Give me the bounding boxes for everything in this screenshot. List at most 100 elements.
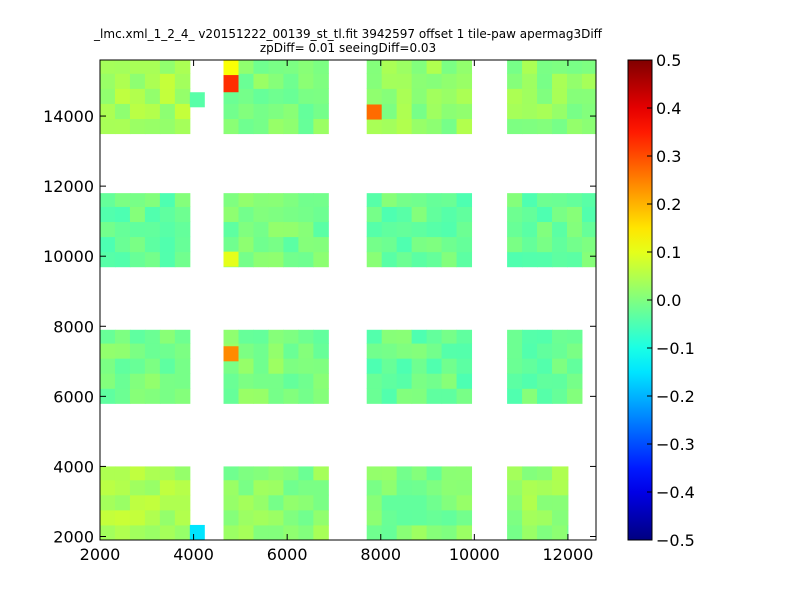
heatmap-cell: [283, 466, 299, 481]
heatmap-cell: [552, 221, 568, 238]
heatmap-cell: [522, 329, 538, 344]
heatmap-cell: [426, 88, 443, 104]
heatmap-cell: [552, 60, 568, 74]
heatmap-cell: [537, 358, 553, 374]
heatmap-cell: [522, 479, 538, 496]
heatmap-cell: [100, 466, 116, 481]
heatmap-cell: [552, 373, 568, 389]
heatmap-cell: [129, 193, 146, 207]
heatmap-cell: [396, 60, 413, 74]
colorbar-tick-label: −0.4: [656, 483, 695, 502]
y-tick-label: 6000: [53, 387, 94, 406]
heatmap-cell: [456, 118, 473, 135]
heatmap-cell: [441, 494, 458, 511]
heatmap-cell: [396, 236, 413, 253]
heatmap-cell: [223, 118, 240, 135]
heatmap-cell: [522, 103, 538, 120]
heatmap-cell: [566, 388, 583, 404]
heatmap-cell: [456, 343, 473, 359]
heatmap-cell: [366, 494, 383, 511]
heatmap-cell: [396, 73, 413, 89]
heatmap-cell: [552, 118, 568, 135]
heatmap-cell: [159, 358, 176, 374]
heatmap-cell: [100, 193, 116, 207]
heatmap-cell: [456, 329, 473, 344]
heatmap-cell: [456, 60, 473, 74]
heatmap-cell: [396, 524, 413, 541]
heatmap-cell: [537, 524, 553, 541]
chart-title: _lmc.xml_1_2_4_ v20151222_00139_st_tl.fi…: [93, 27, 603, 41]
heatmap-cell: [426, 236, 443, 253]
heatmap-cell: [313, 118, 329, 135]
heatmap-cell: [507, 358, 523, 374]
heatmap-cell: [522, 73, 538, 89]
heatmap-cell: [268, 221, 284, 238]
heatmap-cell: [456, 388, 473, 404]
heatmap-cell: [223, 466, 240, 481]
heatmap-cell: [174, 329, 191, 344]
heatmap-cell: [298, 329, 314, 344]
heatmap-cell: [174, 509, 191, 526]
heatmap-cell: [366, 479, 383, 496]
heatmap-cell: [114, 373, 131, 389]
heatmap-cell: [381, 221, 398, 238]
heatmap-cell: [426, 251, 443, 268]
plot-frame: [99, 59, 597, 541]
heatmap-cell: [100, 251, 116, 268]
heatmap-cell: [441, 88, 458, 104]
heatmap-cell: [441, 524, 458, 541]
heatmap-cell: [566, 251, 583, 268]
heatmap-cell: [253, 193, 269, 207]
heatmap-cell: [144, 118, 161, 135]
heatmap-cell: [100, 343, 116, 359]
heatmap-cell: [456, 479, 473, 496]
heatmap-cell: [268, 73, 284, 89]
heatmap-cell: [537, 118, 553, 135]
heatmap-cell: [581, 73, 597, 89]
heatmap-cell: [174, 60, 191, 74]
heatmap-cells: [100, 60, 597, 541]
heatmap-cell: [441, 373, 458, 389]
colorbar-tick-label: 0.5: [656, 51, 681, 70]
heatmap-cell: [552, 358, 568, 374]
heatmap-cell: [268, 373, 284, 389]
heatmap-cell: [552, 103, 568, 120]
heatmap-cell: [313, 329, 329, 344]
heatmap-cell: [537, 88, 553, 104]
heatmap-cell: [441, 60, 458, 74]
heatmap-cell: [381, 73, 398, 89]
heatmap-cell: [522, 466, 538, 481]
heatmap-cell: [100, 236, 116, 253]
heatmap-cell: [507, 329, 523, 344]
heatmap-cell: [159, 88, 176, 104]
heatmap-cell: [298, 251, 314, 268]
heatmap-cell: [566, 206, 583, 223]
heatmap-cell: [253, 373, 269, 389]
heatmap-cell: [441, 236, 458, 253]
heatmap-cell: [174, 358, 191, 374]
y-tick-label: 12000: [43, 177, 94, 196]
heatmap-cell: [441, 251, 458, 268]
heatmap-cell: [396, 88, 413, 104]
heatmap-cell: [396, 118, 413, 135]
heatmap-cell: [441, 118, 458, 135]
heatmap-cell: [100, 221, 116, 238]
heatmap-cell: [313, 73, 329, 89]
heatmap-cell: [283, 206, 299, 223]
heatmap-cell: [174, 479, 191, 496]
heatmap-cell: [268, 509, 284, 526]
heatmap-cell: [507, 388, 523, 404]
heatmap-cell: [396, 251, 413, 268]
heatmap-cell: [298, 388, 314, 404]
heatmap-cell: [381, 236, 398, 253]
heatmap-cell: [253, 60, 269, 74]
heatmap-cell: [223, 103, 240, 120]
heatmap-cell: [313, 60, 329, 74]
heatmap-cell: [426, 103, 443, 120]
x-tick-label: 12000: [542, 545, 593, 564]
heatmap-cell: [507, 479, 523, 496]
heatmap-cell: [159, 236, 176, 253]
heatmap-cell: [552, 73, 568, 89]
heatmap-cell: [426, 329, 443, 344]
heatmap-cell: [298, 221, 314, 238]
